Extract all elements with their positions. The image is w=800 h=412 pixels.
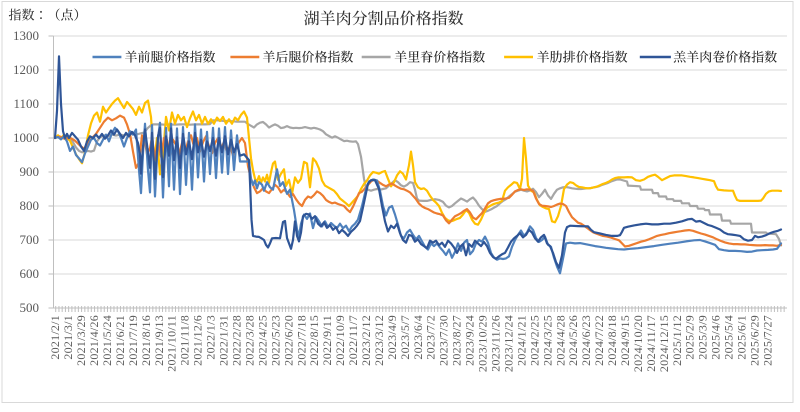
svg-text:2024/4/28: 2024/4/28 <box>553 315 567 366</box>
svg-text:1200: 1200 <box>13 62 39 77</box>
svg-text:2022/11/7: 2022/11/7 <box>346 315 360 365</box>
svg-text:2023/2/12: 2023/2/12 <box>359 315 373 366</box>
svg-text:2024/1/21: 2024/1/21 <box>514 315 528 366</box>
svg-text:2025/6/29: 2025/6/29 <box>748 315 762 366</box>
svg-text:2022/7/18: 2022/7/18 <box>294 315 308 366</box>
svg-text:2022/3/28: 2022/3/28 <box>242 315 256 366</box>
svg-text:2024/9/15: 2024/9/15 <box>618 315 632 366</box>
svg-text:2021/7/19: 2021/7/19 <box>126 315 140 366</box>
svg-text:1300: 1300 <box>13 28 39 43</box>
svg-text:2025/6/1: 2025/6/1 <box>735 315 749 360</box>
svg-text:2022/4/25: 2022/4/25 <box>255 315 269 366</box>
svg-text:2021/6/21: 2021/6/21 <box>113 315 127 366</box>
svg-text:2021/2/1: 2021/2/1 <box>48 315 62 360</box>
svg-text:2021/10/11: 2021/10/11 <box>165 315 179 372</box>
svg-text:1000: 1000 <box>13 130 39 145</box>
svg-text:2022/1/31: 2022/1/31 <box>217 315 231 366</box>
svg-text:2024/8/18: 2024/8/18 <box>605 315 619 366</box>
svg-text:2025/7/27: 2025/7/27 <box>761 315 775 366</box>
svg-text:2021/3/1: 2021/3/1 <box>61 315 75 360</box>
svg-text:2023/3/12: 2023/3/12 <box>372 315 386 366</box>
svg-text:2024/7/22: 2024/7/22 <box>592 315 606 366</box>
svg-text:2021/11/8: 2021/11/8 <box>178 315 192 365</box>
svg-text:2022/9/11: 2022/9/11 <box>320 315 334 365</box>
svg-text:600: 600 <box>20 266 40 281</box>
svg-text:2024/3/25: 2024/3/25 <box>540 315 554 366</box>
svg-text:2023/5/7: 2023/5/7 <box>398 315 412 360</box>
svg-text:2022/5/23: 2022/5/23 <box>268 315 282 366</box>
svg-text:2023/9/24: 2023/9/24 <box>463 315 477 366</box>
svg-text:1100: 1100 <box>13 96 39 111</box>
svg-text:2022/6/20: 2022/6/20 <box>281 315 295 366</box>
svg-text:2025/1/12: 2025/1/12 <box>670 315 684 366</box>
svg-text:2025/2/9: 2025/2/9 <box>683 315 697 360</box>
svg-text:800: 800 <box>20 198 40 213</box>
svg-text:2023/6/4: 2023/6/4 <box>411 315 425 360</box>
svg-text:2021/5/24: 2021/5/24 <box>100 315 114 366</box>
svg-text:2023/7/30: 2023/7/30 <box>437 315 451 366</box>
svg-text:2024/10/20: 2024/10/20 <box>631 315 645 372</box>
svg-text:2021/8/16: 2021/8/16 <box>139 315 153 366</box>
svg-text:2022/2/28: 2022/2/28 <box>230 315 244 366</box>
svg-text:2024/12/15: 2024/12/15 <box>657 315 671 372</box>
svg-text:2024/11/17: 2024/11/17 <box>644 315 658 372</box>
svg-text:500: 500 <box>20 300 40 315</box>
svg-text:2023/10/29: 2023/10/29 <box>476 315 490 372</box>
svg-text:900: 900 <box>20 164 40 179</box>
svg-text:2025/5/4: 2025/5/4 <box>722 315 736 360</box>
svg-text:2022/10/9: 2022/10/9 <box>333 315 347 366</box>
svg-text:2023/4/9: 2023/4/9 <box>385 315 399 360</box>
svg-text:2025/3/9: 2025/3/9 <box>696 315 710 360</box>
svg-text:2021/3/29: 2021/3/29 <box>74 315 88 366</box>
svg-text:2022/1/3: 2022/1/3 <box>204 315 218 360</box>
svg-text:2023/8/27: 2023/8/27 <box>450 315 464 366</box>
svg-text:2024/2/25: 2024/2/25 <box>527 315 541 366</box>
svg-text:2025/4/6: 2025/4/6 <box>709 315 723 360</box>
svg-text:2024/5/26: 2024/5/26 <box>566 315 580 366</box>
svg-text:2021/9/13: 2021/9/13 <box>152 315 166 366</box>
svg-text:2022/8/15: 2022/8/15 <box>307 315 321 366</box>
svg-text:2021/4/26: 2021/4/26 <box>87 315 101 366</box>
svg-text:2023/7/2: 2023/7/2 <box>424 315 438 360</box>
svg-text:2024/6/23: 2024/6/23 <box>579 315 593 366</box>
svg-text:2023/12/24: 2023/12/24 <box>501 315 515 372</box>
svg-text:700: 700 <box>20 232 40 247</box>
svg-text:2021/12/6: 2021/12/6 <box>191 315 205 366</box>
svg-text:2023/11/26: 2023/11/26 <box>489 315 503 372</box>
